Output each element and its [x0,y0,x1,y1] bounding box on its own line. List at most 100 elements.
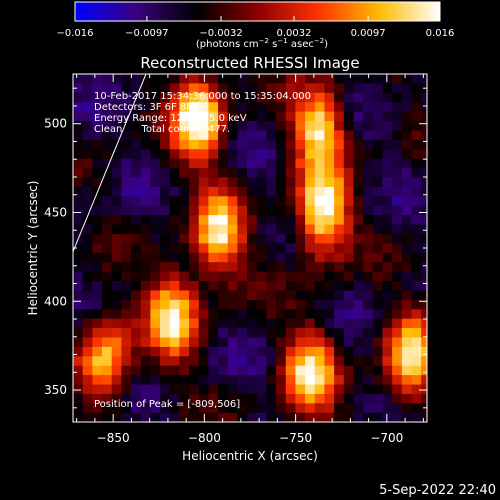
heatmap-cell [363,337,374,348]
heatmap-cell [353,102,364,113]
heatmap-cell [102,356,113,367]
heatmap-cell [256,149,268,160]
heatmap-cell [363,149,374,160]
heatmap-cell [73,224,84,235]
heatmap-cell [121,111,132,122]
heatmap-cell [198,403,209,414]
heatmap-cell [295,158,306,169]
heatmap-cell [334,149,345,160]
heatmap-cell [121,158,132,169]
heatmap-cell [285,252,297,263]
heatmap-cell [111,375,122,386]
heatmap-cell [218,196,229,207]
heatmap-cell [102,384,113,395]
heatmap-cell [392,328,403,339]
heatmap-cell [140,92,151,103]
heatmap-cell [295,412,306,422]
heatmap-cell [208,337,219,348]
heatmap-cell [140,111,151,122]
heatmap-cell [218,346,229,357]
heatmap-cell [150,262,161,273]
heatmap-cell [411,356,422,367]
heatmap-cell [421,290,427,301]
heatmap-cell [237,111,248,122]
heatmap-cell [160,262,171,273]
heatmap-cell [82,186,93,197]
heatmap-cell [198,92,209,103]
heatmap-cell [111,102,122,113]
heatmap-cell [169,271,180,282]
heatmap-cell [353,233,364,244]
heatmap-cell [179,158,190,169]
heatmap-cell [305,412,316,422]
heatmap-cell [92,233,103,244]
heatmap-cell [401,346,413,357]
heatmap-cell [208,196,219,207]
heatmap-cell [285,130,297,141]
heatmap-cell [227,328,239,339]
heatmap-cell [411,111,422,122]
heatmap-cell [102,168,113,179]
heatmap-cell [353,356,364,367]
heatmap-cell [111,356,122,367]
heatmap-cell [208,365,219,376]
heatmap-cell [150,337,161,348]
heatmap-cell [208,412,219,422]
heatmap-cell [372,196,384,207]
heatmap-cell [73,111,84,122]
heatmap-cell [411,121,422,132]
heatmap-cell [372,205,384,216]
heatmap-cell [276,346,287,357]
heatmap-cell [256,243,268,254]
heatmap-cell [353,205,364,216]
heatmap-cell [372,74,384,85]
heatmap-cell [295,215,306,226]
heatmap-cell [247,318,258,329]
heatmap-cell [295,365,306,376]
heatmap-cell [372,130,384,141]
heatmap-cell [189,375,200,386]
heatmap-cell [179,177,190,188]
heatmap-cell [411,262,422,273]
heatmap-cell [237,177,248,188]
heatmap-cell [179,375,190,386]
heatmap-cell [121,365,132,376]
heatmap-cell [247,281,258,292]
heatmap-cell [421,168,427,179]
heatmap-cell [179,252,190,263]
heatmap-cell [372,215,384,226]
heatmap-cell [343,290,355,301]
heatmap-cell [266,271,277,282]
heatmap-cell [140,393,151,404]
heatmap-cell [73,121,84,132]
heatmap-cell [363,224,374,235]
heatmap-cell [82,149,93,160]
heatmap-cell [73,375,84,386]
heatmap-cell [392,233,403,244]
heatmap-cell [401,149,413,160]
heatmap-cell [372,318,384,329]
heatmap-cell [131,158,142,169]
heatmap-cell [237,74,248,85]
heatmap-cell [227,356,239,367]
heatmap-cell [83,422,93,432]
heatmap-cell [169,309,180,320]
heatmap-cell [401,243,413,254]
heatmap-cell [73,309,84,320]
heatmap-cell [169,168,180,179]
heatmap-cell [431,309,441,319]
heatmap-cell [276,158,287,169]
heatmap-cell [285,83,297,94]
heatmap-cell [227,262,239,273]
heatmap-cell [111,290,122,301]
heatmap-cell [421,346,427,357]
heatmap-cell [411,299,422,310]
heatmap-cell [431,337,441,347]
heatmap-cell [150,375,161,386]
heatmap-cell [411,375,422,386]
heatmap-cell [189,262,200,273]
heatmap-cell [111,337,122,348]
heatmap-cell [314,328,326,339]
heatmap-cell [392,92,403,103]
heatmap-cell [82,215,93,226]
